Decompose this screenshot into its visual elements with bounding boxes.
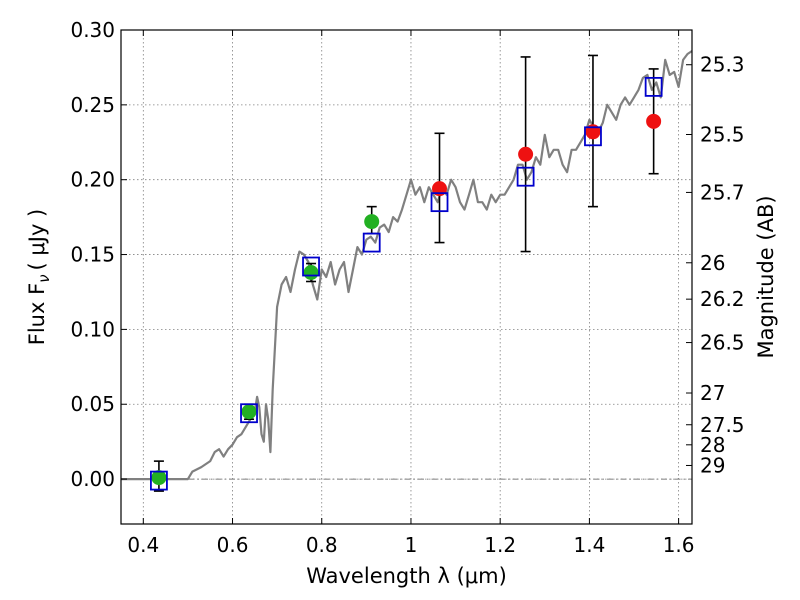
mag-tick-label: 27: [700, 381, 725, 405]
mag-tick-label: 25.5: [700, 122, 745, 146]
y-axis-label-sub: ν: [35, 274, 53, 282]
model-spectrum-layer: [121, 50, 693, 481]
y-tick-label: 0.05: [70, 392, 115, 416]
red-circle-point: [518, 146, 534, 162]
blue-square-point: [362, 232, 381, 253]
x-axis-label: Wavelength λ (μm): [306, 564, 507, 588]
green-circle-point: [364, 214, 380, 230]
x-tick-label: 1.2: [484, 533, 516, 557]
x-tick-label: 0.4: [127, 533, 159, 557]
blue-square-point: [240, 403, 258, 424]
y-tick-label: 0.00: [70, 467, 115, 491]
y-axis-label: Flux Fν ( μJy ): [25, 209, 53, 346]
y-tick-label: 0.30: [70, 18, 115, 42]
blue-square-point: [150, 470, 168, 491]
axis-ticks: 0.4 0.6 0.8 1 1.2 1.4 1.6 0.00 0.05 0.10 0.15 0.20 0…: [70, 18, 744, 557]
y-tick-label: 0.20: [70, 168, 115, 192]
green-circle-point: [151, 470, 167, 486]
mag-tick-label: 25.7: [700, 180, 745, 204]
mag-tick-label: 26: [700, 251, 725, 275]
y-axis-label-text: Flux F: [25, 283, 49, 345]
x-tick-label: 1: [405, 533, 418, 557]
mag-tick-label: 26.2: [700, 287, 745, 311]
green-circle-point: [241, 404, 257, 420]
mag-tick-label: 26.5: [700, 331, 745, 355]
mag-tick-label: 25.3: [700, 53, 745, 77]
data-marks: [150, 54, 663, 492]
y-axis-label-unit: ( μJy ): [25, 209, 49, 271]
x-tick-label: 0.6: [217, 533, 249, 557]
mag-tick-label: 28: [700, 433, 725, 457]
model-spectrum-line: [121, 50, 693, 481]
y-tick-label: 0.10: [70, 317, 115, 341]
y2-axis-label: Magnitude (AB): [754, 195, 778, 358]
blue-square-point: [430, 192, 449, 213]
mag-tick-label: 27.5: [700, 413, 745, 437]
x-tick-label: 0.8: [306, 533, 338, 557]
blue-square-point: [644, 76, 663, 97]
x-tick-label: 1.4: [573, 533, 605, 557]
blue-square-point: [584, 126, 602, 147]
mag-tick-label: 29: [700, 453, 725, 477]
grid-lines: [121, 29, 692, 524]
plot-frame: [120, 29, 693, 525]
blue-square-point: [302, 256, 320, 277]
red-circle-point: [646, 113, 662, 129]
y-tick-label: 0.15: [70, 243, 115, 267]
y-tick-label: 0.25: [70, 93, 115, 117]
blue-square-point: [516, 166, 535, 187]
green-circle-point: [303, 265, 319, 281]
x-tick-label: 1.6: [663, 533, 695, 557]
